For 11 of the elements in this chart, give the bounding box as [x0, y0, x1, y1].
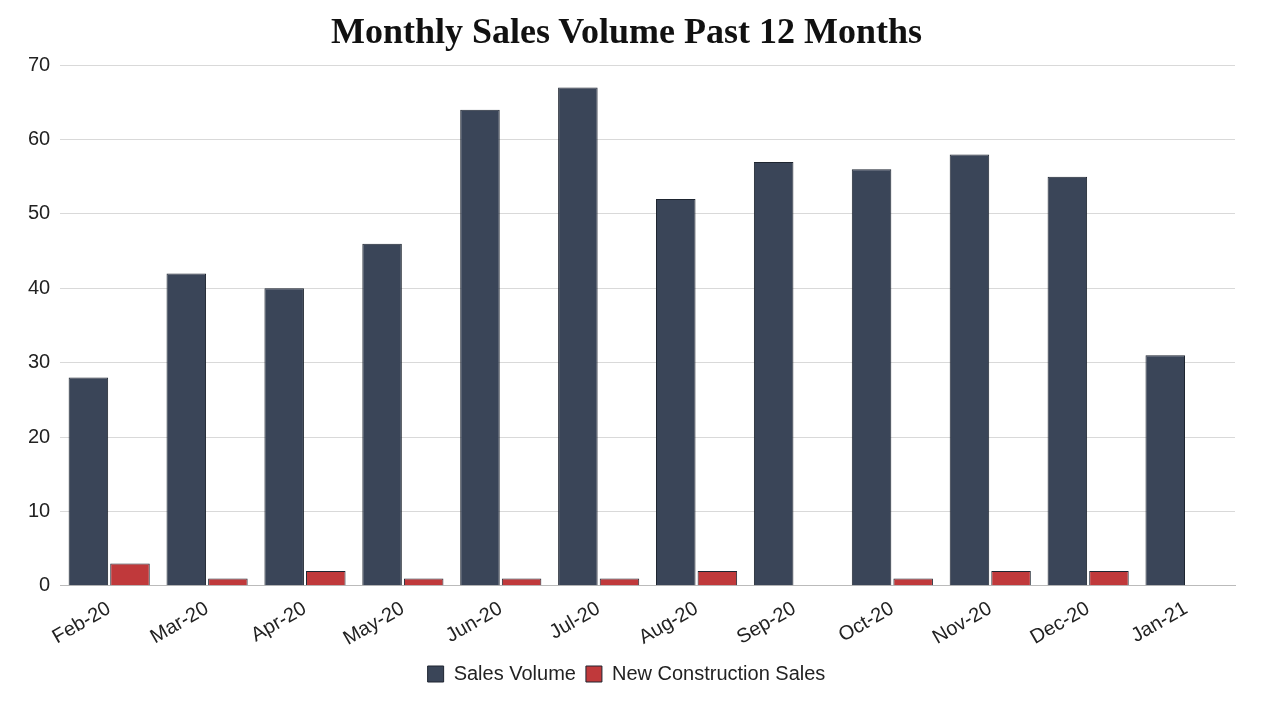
- y-tick-label: 40: [28, 275, 51, 298]
- y-tick-label: 70: [28, 52, 51, 75]
- legend-label: New Construction Sales: [611, 661, 826, 684]
- y-tick-label: 10: [28, 499, 51, 521]
- y-tick-label: 30: [28, 350, 51, 373]
- y-tick-label: 50: [28, 201, 51, 224]
- y-tick-label: 20: [28, 424, 51, 447]
- y-tick-label: 0: [39, 573, 51, 596]
- chart-title: Monthly Sales Volume Past 12 Months: [330, 10, 923, 51]
- legend-label: Sales Volume: [453, 661, 576, 684]
- y-tick-label: 60: [28, 127, 51, 150]
